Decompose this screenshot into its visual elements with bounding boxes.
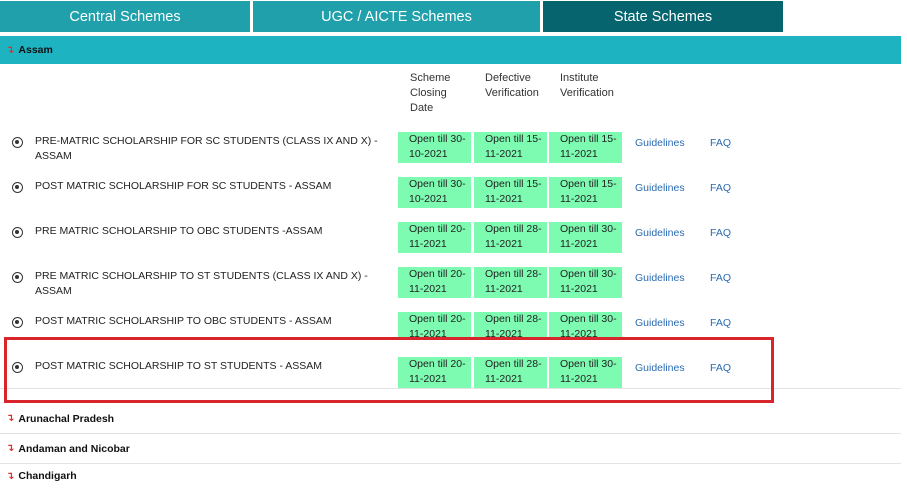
faq-link[interactable]: FAQ — [710, 227, 732, 239]
state-name: Arunachal Pradesh — [18, 412, 115, 425]
defective-verification-cell: Open till 15-11-2021 — [474, 132, 547, 163]
tab-state-schemes[interactable]: State Schemes — [543, 1, 783, 32]
institute-verification-cell: Open till 30-11-2021 — [549, 222, 622, 253]
guidelines-link[interactable]: Guidelines — [635, 272, 685, 284]
column-header-closing-date: Scheme Closing Date — [410, 72, 451, 114]
expand-arrow-icon: ↴ — [6, 413, 15, 424]
scheme-name: PRE MATRIC SCHOLARSHIP TO ST STUDENTS (C… — [35, 270, 368, 297]
section-divider — [0, 388, 901, 389]
scheme-row: PRE-MATRIC SCHOLARSHIP FOR SC STUDENTS (… — [0, 131, 901, 176]
guidelines-link[interactable]: Guidelines — [635, 362, 685, 374]
state-name: Andaman and Nicobar — [18, 442, 130, 455]
scheme-name: POST MATRIC SCHOLARSHIP TO OBC STUDENTS … — [35, 315, 332, 327]
faq-link[interactable]: FAQ — [710, 182, 732, 194]
institute-verification-cell: Open till 15-11-2021 — [549, 132, 622, 163]
institute-verification-cell: Open till 15-11-2021 — [549, 177, 622, 208]
expand-arrow-icon: ↴ — [6, 470, 15, 482]
closing-date-cell: Open till 20-11-2021 — [398, 312, 471, 340]
defective-verification-cell: Open till 28-11-2021 — [474, 357, 547, 388]
scheme-name: POST MATRIC SCHOLARSHIP TO ST STUDENTS -… — [35, 360, 323, 372]
scheme-name: PRE-MATRIC SCHOLARSHIP FOR SC STUDENTS (… — [35, 135, 378, 162]
tab-central-schemes[interactable]: Central Schemes — [0, 1, 250, 32]
tab-ugc-aicte-schemes[interactable]: UGC / AICTE Schemes — [253, 1, 540, 32]
scheme-name: POST MATRIC SCHOLARSHIP FOR SC STUDENTS … — [35, 180, 332, 192]
defective-verification-cell: Open till 28-11-2021 — [474, 222, 547, 253]
institute-verification-cell: Open till 30-11-2021 — [549, 312, 622, 340]
closing-date-cell: Open till 20-11-2021 — [398, 357, 471, 388]
guidelines-link[interactable]: Guidelines — [635, 137, 685, 149]
closing-date-cell: Open till 30-10-2021 — [398, 177, 471, 208]
column-header-institute-verification: Institute Verification — [560, 72, 614, 99]
column-header-defective-verification: Defective Verification — [485, 72, 539, 99]
institute-verification-cell: Open till 30-11-2021 — [549, 267, 622, 298]
state-header-andaman-and-nicobar[interactable]: ↴ Andaman and Nicobar — [0, 434, 901, 464]
expand-arrow-icon: ↴ — [6, 443, 15, 454]
faq-link[interactable]: FAQ — [710, 137, 732, 149]
guidelines-link[interactable]: Guidelines — [635, 182, 685, 194]
state-header-arunachal-pradesh[interactable]: ↴ Arunachal Pradesh — [0, 404, 901, 434]
state-name: Assam — [18, 44, 53, 56]
scheme-radio[interactable] — [12, 182, 23, 193]
scheme-name: PRE MATRIC SCHOLARSHIP TO OBC STUDENTS -… — [35, 225, 323, 237]
scheme-row: PRE MATRIC SCHOLARSHIP TO OBC STUDENTS -… — [0, 221, 901, 266]
scheme-row: POST MATRIC SCHOLARSHIP FOR SC STUDENTS … — [0, 176, 901, 221]
scheme-radio[interactable] — [12, 317, 23, 328]
faq-link[interactable]: FAQ — [710, 362, 732, 374]
faq-link[interactable]: FAQ — [710, 272, 732, 284]
guidelines-link[interactable]: Guidelines — [635, 317, 685, 329]
closing-date-cell: Open till 20-11-2021 — [398, 267, 471, 298]
faq-link[interactable]: FAQ — [710, 317, 732, 329]
closing-date-cell: Open till 30-10-2021 — [398, 132, 471, 163]
expand-arrow-icon: ↴ — [6, 44, 15, 56]
state-header-chandigarh[interactable]: ↴ Chandigarh — [0, 464, 901, 488]
guidelines-link[interactable]: Guidelines — [635, 227, 685, 239]
scheme-radio[interactable] — [12, 272, 23, 283]
scheme-row: PRE MATRIC SCHOLARSHIP TO ST STUDENTS (C… — [0, 266, 901, 311]
closing-date-cell: Open till 20-11-2021 — [398, 222, 471, 253]
state-header-assam[interactable]: ↴ Assam — [0, 36, 901, 64]
defective-verification-cell: Open till 15-11-2021 — [474, 177, 547, 208]
scheme-radio[interactable] — [12, 227, 23, 238]
defective-verification-cell: Open till 28-11-2021 — [474, 312, 547, 340]
scheme-radio[interactable] — [12, 362, 23, 373]
scheme-row: POST MATRIC SCHOLARSHIP TO ST STUDENTS -… — [0, 356, 901, 401]
scheme-row: POST MATRIC SCHOLARSHIP TO OBC STUDENTS … — [0, 311, 901, 341]
defective-verification-cell: Open till 28-11-2021 — [474, 267, 547, 298]
scheme-tabs: Central Schemes UGC / AICTE Schemes Stat… — [0, 0, 907, 33]
state-name: Chandigarh — [18, 470, 77, 482]
institute-verification-cell: Open till 30-11-2021 — [549, 357, 622, 388]
scheme-radio[interactable] — [12, 137, 23, 148]
